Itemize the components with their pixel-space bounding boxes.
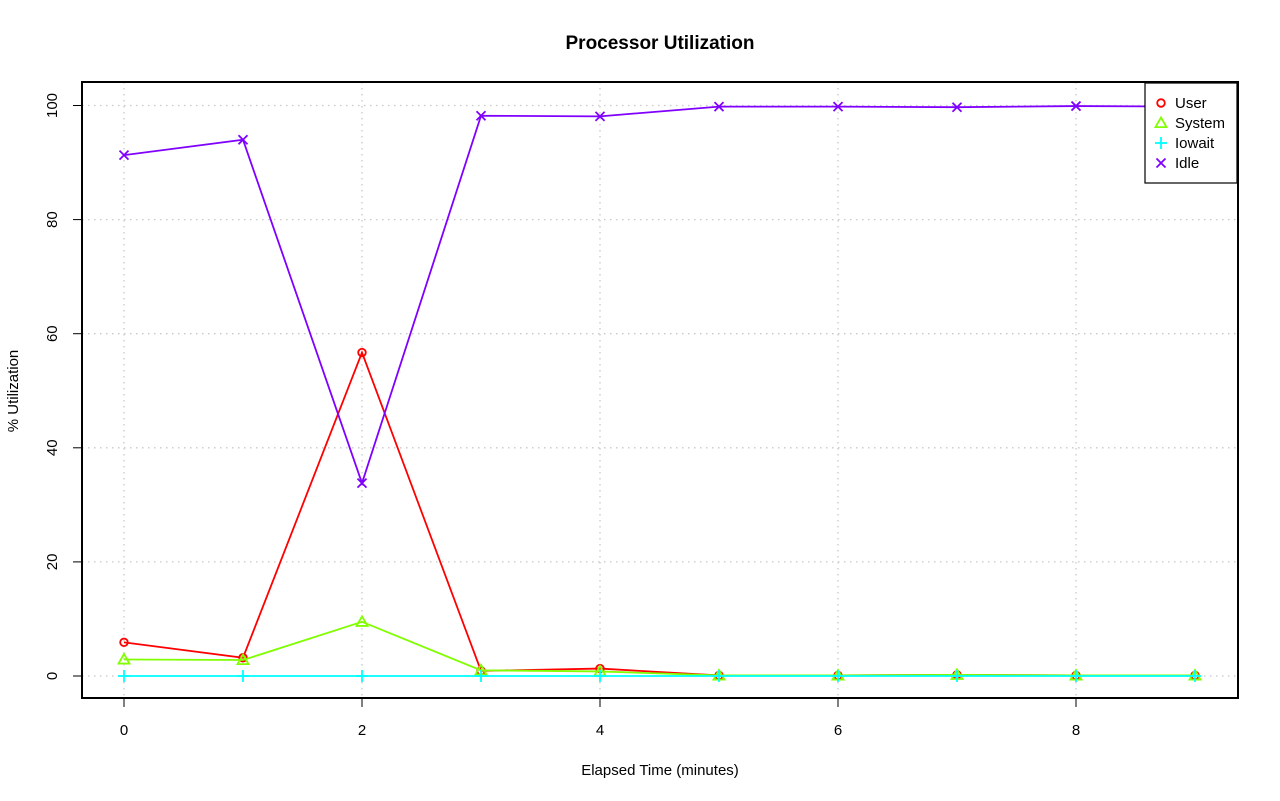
data-point — [237, 134, 249, 145]
data-point — [1153, 115, 1169, 129]
y-tick-label: 0 — [44, 672, 61, 680]
chart-title: Processor Utilization — [566, 33, 755, 54]
data-point — [832, 101, 844, 112]
data-point — [1189, 670, 1201, 682]
data-point — [356, 670, 368, 682]
y-tick-label: 20 — [44, 554, 61, 571]
data-point — [118, 149, 130, 161]
data-point — [1156, 98, 1166, 108]
y-tick-label: 100 — [44, 93, 61, 118]
data-point — [951, 670, 963, 682]
data-point — [832, 670, 844, 682]
x-axis-label: Elapsed Time (minutes) — [581, 762, 739, 779]
data-point — [1070, 100, 1082, 112]
series-lines — [116, 100, 1203, 682]
plot-frame — [81, 81, 1239, 699]
data-point — [1155, 137, 1167, 149]
data-point — [354, 614, 370, 627]
x-tick-label: 2 — [358, 722, 366, 739]
legend-label: Iowait — [1175, 135, 1215, 152]
y-tick-label: 40 — [44, 439, 61, 456]
data-point — [713, 670, 725, 682]
data-point — [1070, 670, 1082, 682]
legend-label: User — [1175, 95, 1207, 112]
series-idle — [118, 100, 1201, 489]
data-point — [356, 478, 368, 489]
legend: User System Iowait Idle — [1144, 82, 1238, 184]
y-tick-label: 80 — [44, 211, 61, 228]
data-point — [235, 652, 251, 666]
x-tick-label: 6 — [834, 722, 842, 739]
data-point — [116, 652, 132, 665]
series-iowait — [118, 670, 1201, 682]
data-point — [475, 670, 487, 682]
data-point — [594, 670, 606, 682]
legend-label: Idle — [1175, 155, 1199, 172]
x-tick-label: 8 — [1072, 722, 1080, 739]
series-system — [116, 614, 1203, 681]
data-point — [118, 670, 130, 682]
series-line — [123, 620, 1195, 677]
data-point — [1155, 157, 1167, 169]
data-point — [357, 347, 367, 358]
legend-item-iowait: Iowait — [1155, 135, 1215, 152]
series-line — [123, 105, 1196, 487]
data-point — [713, 101, 725, 112]
data-point — [951, 102, 963, 113]
legend-label: System — [1175, 115, 1225, 132]
data-point — [475, 110, 487, 121]
y-axis-label: % Utilization — [5, 350, 22, 433]
data-point — [237, 670, 249, 682]
legend-item-idle: Idle — [1155, 155, 1199, 172]
data-point — [594, 111, 606, 122]
x-tick-label: 4 — [596, 722, 604, 739]
x-tick-label: 0 — [120, 722, 128, 739]
legend-item-system: System — [1153, 115, 1225, 132]
y-tick-label: 60 — [44, 325, 61, 342]
data-point — [119, 637, 129, 648]
series-line — [123, 350, 1195, 677]
legend-item-user: User — [1156, 95, 1207, 112]
series-user — [119, 347, 1200, 681]
